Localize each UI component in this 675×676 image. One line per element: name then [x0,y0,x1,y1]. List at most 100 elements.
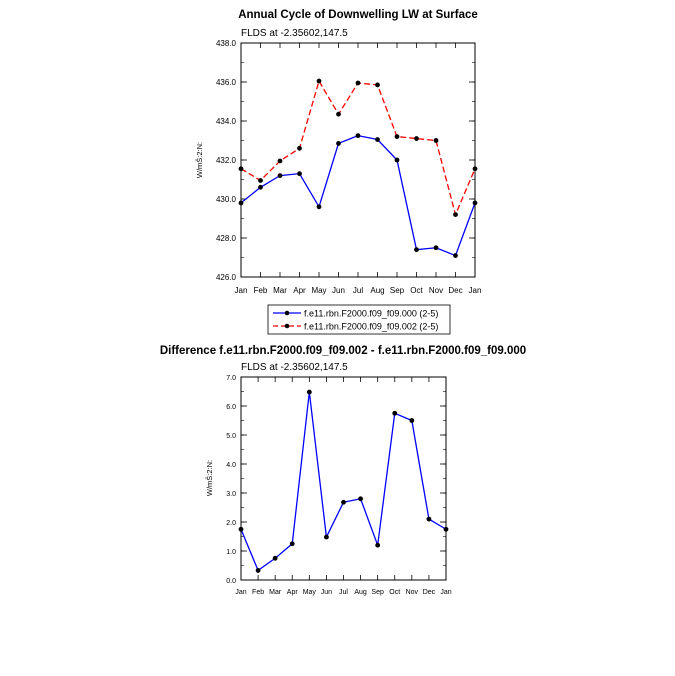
x-tick-label: Mar [273,286,287,295]
y-axis-label: W/mŠ:2:N: [205,460,214,496]
series-point [277,173,283,179]
series-point [443,526,449,532]
x-tick-label: Aug [370,286,384,295]
x-tick-label: Jan [235,286,248,295]
y-tick-label: 5.0 [226,433,236,440]
series-point [409,418,415,423]
y-tick-label: 432.0 [216,156,237,165]
y-tick-label: 430.0 [216,195,237,204]
series-point [414,247,419,253]
x-tick-label: Dec [423,589,436,596]
x-tick-label: Apr [287,589,299,596]
series-point [394,157,400,163]
series-point [306,389,312,395]
series-point [433,138,439,143]
series-point [297,171,302,177]
axis-ticks: Jan Feb Mar Apr May Jun Jul Aug Sep Oct Nov Dec Jan 4… [216,39,481,295]
series-point [414,136,419,141]
y-tick-label: 428.0 [216,234,237,243]
difference-chart: Difference f.e11.rbn.F2000.f09_f09.002 -… [160,345,526,596]
series-point [453,253,458,258]
plot-frame [240,42,476,278]
series-point [336,111,341,117]
series-point [433,245,439,251]
series-line [240,79,476,217]
plot-frame [240,376,447,581]
legend: f.e11.rbn.F2000.f09_f09.000 (2-5) f.e11.… [267,304,451,335]
x-tick-label: Jun [321,589,332,596]
x-tick-label: Oct [410,286,423,295]
chart-title: Difference f.e11.rbn.F2000.f09_f09.002 -… [160,345,526,357]
chart-subtitle: FLDS at -2.35602,147.5 [241,28,348,39]
series-point [324,534,329,540]
series-line [240,392,447,572]
series-point [426,516,432,522]
series-point [472,166,478,172]
series-point [238,200,244,206]
x-tick-label: Mar [269,589,282,596]
y-tick-label: 438.0 [216,39,237,48]
x-tick-label: Jul [339,589,348,596]
y-tick-label: 7.0 [226,375,236,382]
x-tick-label: Feb [254,286,268,295]
x-tick-label: Jul [353,286,363,295]
y-tick-label: 4.0 [226,462,236,469]
x-tick-label: Jan [469,286,482,295]
series-point [238,166,244,172]
y-tick-label: 436.0 [216,78,237,87]
y-tick-label: 2.0 [226,520,236,527]
x-tick-label: Dec [448,286,462,295]
x-tick-label: May [303,589,317,596]
x-tick-label: Jan [440,589,451,596]
series-point [336,141,341,146]
series-point [255,568,261,573]
series-point [394,134,400,140]
y-tick-label: 6.0 [226,404,236,411]
x-tick-label: Nov [429,286,443,295]
legend-box [267,304,451,335]
chart-title: Annual Cycle of Downwelling LW at Surfac… [238,9,478,21]
series-point [355,80,361,86]
x-tick-label: May [311,286,326,295]
y-tick-label: 3.0 [226,491,236,498]
x-tick-label: Sep [371,589,384,596]
series-point [341,499,346,505]
series-point [297,145,302,151]
y-axis-label: W/mŠ:2:N: [195,142,204,178]
series-point [453,212,458,218]
y-tick-label: 0.0 [226,578,236,585]
chart-subtitle: FLDS at -2.35602,147.5 [241,362,348,373]
x-tick-label: Nov [406,589,419,596]
series-point [258,184,263,190]
y-tick-label: 434.0 [216,117,237,126]
x-tick-label: Aug [354,589,367,596]
series-point [392,410,398,416]
x-tick-label: Apr [293,286,306,295]
series-point [355,133,361,139]
legend-label-002: f.e11.rbn.F2000.f09_f09.002 (2-5) [304,322,438,332]
series-lines [238,389,449,573]
series-point [238,526,244,532]
series-point [472,200,478,206]
x-tick-label: Feb [252,589,264,596]
legend-label-000: f.e11.rbn.F2000.f09_f09.000 (2-5) [304,309,438,319]
legend-marker-000 [284,310,290,316]
series-point [375,542,381,548]
series-point [316,78,322,84]
legend-marker-002 [284,323,290,329]
series-point [277,158,283,164]
y-tick-label: 426.0 [216,273,237,282]
x-tick-label: Oct [389,589,400,596]
x-tick-label: Sep [390,286,405,295]
axis-ticks: Jan Feb Mar Apr May Jun Jul Aug Sep Oct Nov Dec Jan 0… [226,375,451,596]
series-point [272,555,278,561]
series-point [316,204,322,210]
annual-cycle-chart: Annual Cycle of Downwelling LW at Surfac… [195,9,481,335]
x-tick-label: Jun [332,286,345,295]
series-point [358,496,363,502]
series-point [375,137,380,142]
series-lines [238,78,478,258]
series-point [375,82,380,88]
series-point [258,178,263,183]
